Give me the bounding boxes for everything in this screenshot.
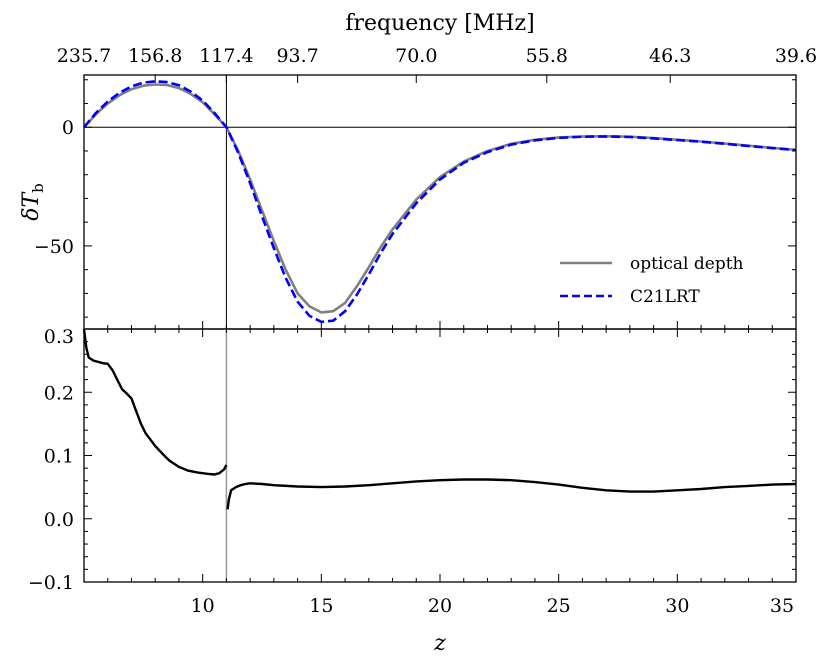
- frequency-tick-label: 70.0: [395, 45, 437, 67]
- y-axis-label-top: δTb: [19, 183, 47, 221]
- x-tick-labels: 10 15 20 25 30 35: [191, 595, 795, 617]
- y-tick-label-bottom: 0.3: [44, 326, 74, 348]
- bottom-y-tick-labels: 0.3 0.2 0.1 0.0 −0.1: [28, 326, 74, 594]
- legend: optical depth C21LRT: [560, 254, 744, 307]
- x-tick-label: 20: [428, 595, 452, 617]
- top-panel: 0 −50 δTb optical depth C21LRT: [19, 74, 797, 330]
- frequency-tick-label: 55.8: [526, 45, 568, 67]
- y-tick-label-bottom: 0.2: [44, 382, 74, 404]
- y-axis-label-subscript: b: [29, 183, 47, 193]
- y-tick-label-top: 0: [62, 117, 74, 139]
- frequency-tick-label: 117.4: [199, 45, 253, 67]
- x-tick-label: 25: [547, 595, 571, 617]
- y-tick-label-bottom: 0.1: [44, 446, 74, 468]
- frequency-tick-label: 39.6: [775, 45, 817, 67]
- y-tick-label-top: −50: [34, 236, 74, 258]
- frequency-tick-labels: 235.7 156.8 117.4 93.7 70.0 55.8 46.3 39.6: [57, 45, 817, 67]
- top-series-group: [83, 80, 797, 324]
- c21lrt-line: [83, 80, 797, 324]
- top-panel-ticks: [83, 75, 797, 329]
- frequency-axis-label: frequency [MHz]: [345, 11, 534, 36]
- legend-label-c21lrt: C21LRT: [630, 287, 700, 307]
- y-axis-label-T: T: [19, 191, 44, 208]
- x-tick-label: 35: [770, 595, 794, 617]
- x-tick-label: 15: [309, 595, 333, 617]
- difference-line-segment-1: [82, 328, 228, 476]
- x-axis-label: z: [433, 631, 446, 656]
- y-tick-label-bottom: 0.0: [44, 509, 74, 531]
- optical-depth-line: [83, 83, 797, 314]
- legend-label-optical-depth: optical depth: [630, 254, 744, 274]
- frequency-tick-label: 235.7: [57, 45, 111, 67]
- frequency-tick-label: 46.3: [649, 45, 691, 67]
- frequency-tick-label: 93.7: [276, 45, 318, 67]
- bottom-panel-ticks: [83, 328, 797, 583]
- top-reference-lines: [84, 75, 796, 329]
- bottom-series-group: [82, 328, 797, 510]
- y-tick-label-bottom: −0.1: [28, 572, 74, 594]
- x-tick-label: 10: [191, 595, 215, 617]
- difference-line-segment-2: [226, 478, 797, 510]
- bottom-panel-frame: [83, 328, 797, 583]
- y-axis-label-delta: δ: [19, 208, 44, 221]
- frequency-tick-label: 156.8: [128, 45, 182, 67]
- top-y-tick-labels: 0 −50: [34, 117, 74, 258]
- bottom-panel: 0.3 0.2 0.1 0.0 −0.1 10 15 20 25 30 35: [28, 326, 797, 617]
- x-tick-label: 30: [665, 595, 689, 617]
